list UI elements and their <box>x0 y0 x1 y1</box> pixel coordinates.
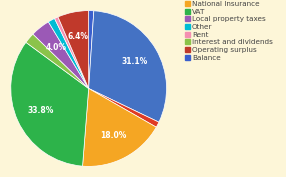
Text: 4.0%: 4.0% <box>45 42 66 52</box>
Wedge shape <box>89 11 94 88</box>
Wedge shape <box>26 34 89 88</box>
Text: 6.4%: 6.4% <box>67 32 88 41</box>
Wedge shape <box>33 22 89 88</box>
Wedge shape <box>55 17 89 89</box>
Text: 18.0%: 18.0% <box>100 131 127 140</box>
Wedge shape <box>48 18 89 88</box>
Text: 33.8%: 33.8% <box>27 106 54 115</box>
Legend: Income Tax, Capital Gains Tax, National Insurance, VAT, Local property taxes, Ot: Income Tax, Capital Gains Tax, National … <box>184 0 274 61</box>
Wedge shape <box>83 88 156 166</box>
Text: 31.1%: 31.1% <box>121 57 148 66</box>
Wedge shape <box>89 11 166 122</box>
Wedge shape <box>58 11 89 88</box>
Wedge shape <box>89 88 159 127</box>
Wedge shape <box>11 42 89 166</box>
